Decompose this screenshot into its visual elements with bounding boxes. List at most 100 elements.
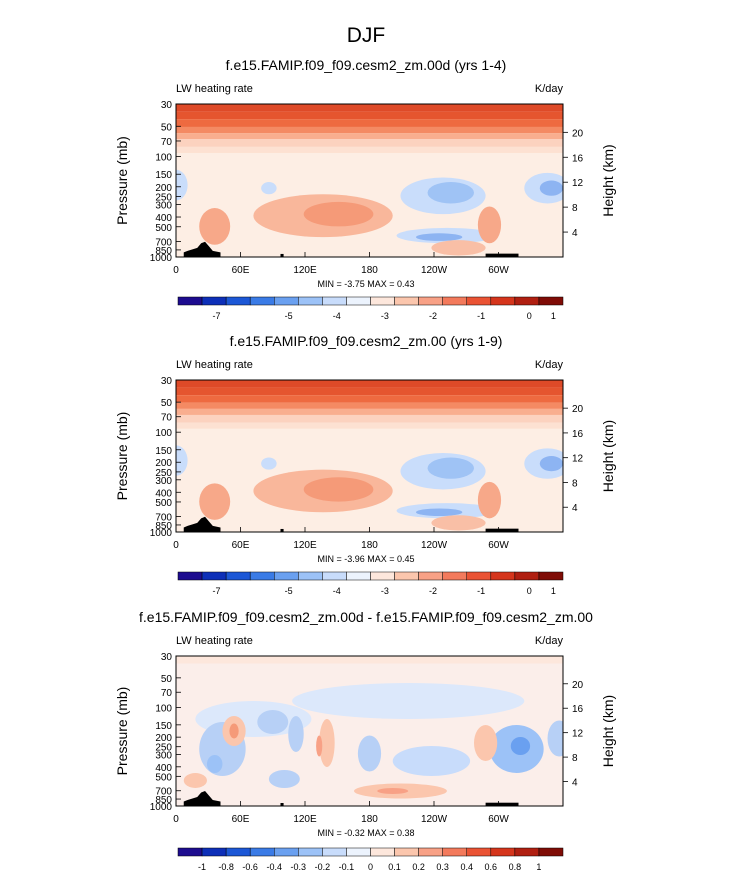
y2-tick-label: 20 — [572, 128, 584, 139]
field-band — [176, 139, 563, 147]
colorbar-swatch — [322, 571, 347, 581]
terrain-mask — [280, 528, 284, 532]
colorbar-swatch — [177, 847, 203, 857]
panel-title: f.e15.FAMIP.f09_f09.cesm2_zm.00 (yrs 1-9… — [230, 333, 503, 349]
x-tick-label: 120E — [293, 540, 317, 551]
x-tick-label: 60W — [488, 540, 509, 551]
x-tick-label: 120W — [421, 814, 448, 825]
x-tick-label: 180 — [361, 265, 378, 276]
units-label: K/day — [535, 359, 564, 371]
x-tick-label: 60W — [488, 265, 509, 276]
y2-tick-label: 4 — [572, 228, 578, 239]
colorbar-swatch — [538, 847, 564, 857]
y-tick-label: 1000 — [150, 253, 173, 264]
colorbar-label: -7 — [212, 586, 220, 596]
y-tick-label: 100 — [155, 153, 172, 164]
min-max-stats: MIN = -3.96 MAX = 0.45 — [317, 554, 414, 564]
field-contour — [206, 755, 223, 773]
field-band — [176, 422, 563, 429]
field-contour — [288, 716, 304, 752]
field-contour — [261, 457, 277, 470]
y-tick-label: 250 — [155, 468, 172, 479]
y-tick-label: 50 — [161, 674, 173, 685]
y-tick-label: 50 — [161, 122, 173, 133]
field-band — [176, 656, 563, 664]
y-tick-label: 1000 — [150, 802, 173, 813]
min-max-stats: MIN = -3.75 MAX = 0.43 — [317, 279, 414, 289]
y-tick-label: 300 — [155, 476, 172, 487]
field-contour — [415, 508, 463, 517]
y-tick-label: 70 — [161, 688, 173, 699]
figure-title: DJF — [347, 24, 386, 47]
colorbar-swatch — [538, 571, 564, 581]
colorbar-swatch — [514, 296, 540, 306]
colorbar-label: -0.1 — [339, 862, 355, 872]
field-contour — [257, 710, 289, 734]
field-band — [176, 408, 563, 415]
y2-tick-label: 4 — [572, 778, 578, 789]
colorbar-swatch — [418, 847, 443, 857]
y-tick-label: 1000 — [150, 528, 173, 539]
y2-tick-label: 8 — [572, 203, 578, 214]
colorbar-swatch — [322, 296, 347, 306]
terrain-mask — [485, 528, 519, 532]
field-contour — [547, 720, 563, 757]
y2-tick-label: 16 — [572, 704, 584, 715]
y-tick-label: 200 — [155, 733, 172, 744]
x-tick-label: 60W — [488, 814, 509, 825]
field-contour — [268, 770, 300, 788]
colorbar-swatch — [201, 847, 227, 857]
terrain-mask — [183, 516, 221, 532]
y2-axis-label: Height (km) — [600, 420, 616, 492]
colorbar-label: -4 — [333, 311, 341, 321]
chart-panel-3: f.e15.FAMIP.f09_f09.cesm2_zm.00d - f.e15… — [114, 609, 616, 872]
colorbar-swatch — [394, 296, 419, 306]
y-tick-label: 500 — [155, 498, 172, 509]
y-axis-label: Pressure (mb) — [114, 412, 130, 501]
colorbar-label: 0.4 — [460, 862, 473, 872]
field-band — [176, 414, 563, 423]
y-tick-label: 250 — [155, 743, 172, 754]
panel-title: f.e15.FAMIP.f09_f09.cesm2_zm.00d (yrs 1-… — [226, 57, 507, 73]
y2-tick-label: 16 — [572, 429, 584, 440]
variable-label: LW heating rate — [176, 635, 253, 647]
field-band — [176, 104, 563, 112]
colorbar-swatch — [514, 571, 540, 581]
colorbar-label: 1 — [551, 311, 556, 321]
colorbar-swatch — [298, 571, 323, 581]
colorbar-swatch — [466, 847, 492, 857]
y-tick-label: 500 — [155, 223, 172, 234]
colorbar-label: 0.2 — [412, 862, 425, 872]
variable-label: LW heating rate — [176, 359, 253, 371]
colorbar: -1 -0.8 -0.6 -0.4 -0.3 -0.2 -0.1 0 0.1 0.2 0.3 0.4 0… — [177, 847, 564, 872]
x-tick-label: 60E — [232, 265, 250, 276]
colorbar-swatch — [370, 847, 395, 857]
field-contour — [199, 208, 231, 245]
colorbar-swatch — [177, 296, 203, 306]
colorbar-swatch — [225, 296, 251, 306]
field-contour — [431, 240, 486, 256]
colorbar-swatch — [274, 847, 299, 857]
field-contour — [316, 735, 323, 757]
x-tick-label: 180 — [361, 814, 378, 825]
field-band — [176, 380, 563, 388]
field-contour — [303, 201, 374, 227]
colorbar-swatch — [490, 571, 516, 581]
colorbar-label: -0.4 — [266, 862, 282, 872]
y-tick-label: 100 — [155, 704, 172, 715]
colorbar-swatch — [298, 296, 323, 306]
y-tick-label: 250 — [155, 193, 172, 204]
colorbar-swatch — [201, 296, 227, 306]
y-tick-label: 30 — [161, 100, 173, 111]
panels: f.e15.FAMIP.f09_f09.cesm2_zm.00d (yrs 1-… — [114, 57, 616, 872]
y-tick-label: 700 — [155, 513, 172, 524]
colorbar-swatch — [466, 296, 492, 306]
x-tick-label: 120E — [293, 265, 317, 276]
colorbar-swatch — [249, 296, 275, 306]
x-tick-label: 0 — [173, 540, 179, 551]
colorbar-label: 0.1 — [388, 862, 401, 872]
terrain-mask — [183, 241, 221, 257]
colorbar-swatch — [225, 571, 251, 581]
field-contour — [477, 206, 502, 244]
